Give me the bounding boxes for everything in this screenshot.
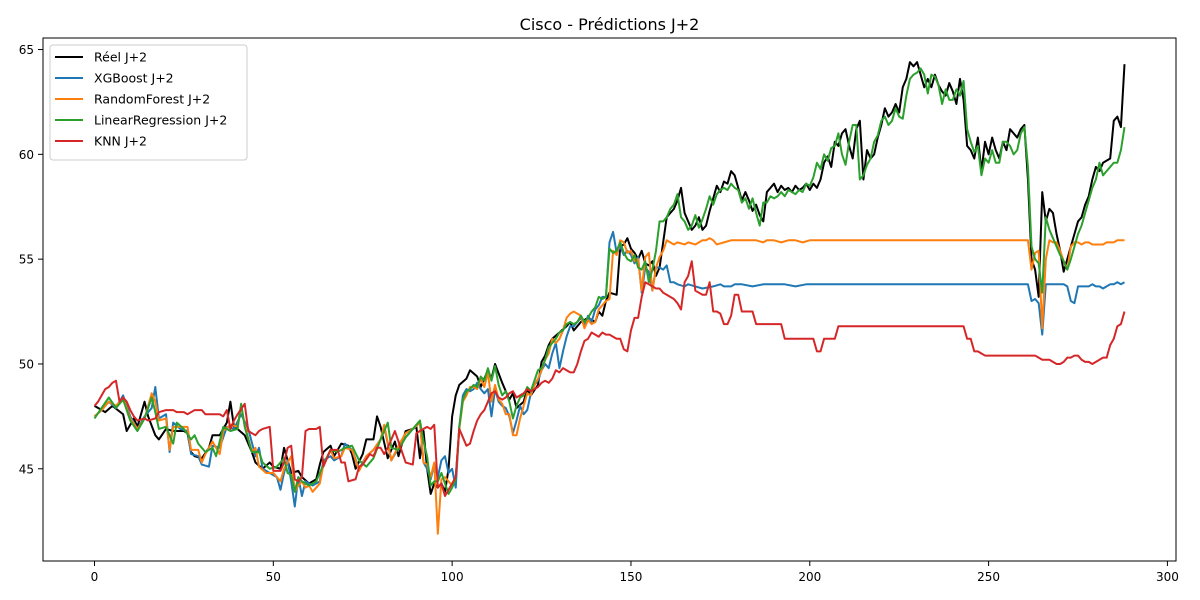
x-tick-label: 50	[266, 570, 281, 584]
series-layer	[93, 61, 1126, 535]
x-tick-label: 0	[91, 570, 99, 584]
x-axis: 0 50 100 150 200 250 300	[91, 561, 1179, 584]
series-line-4	[93, 260, 1126, 498]
x-tick-label: 300	[1156, 570, 1179, 584]
y-tick-label: 45	[19, 462, 34, 476]
y-axis: 45 50 55 60 65	[19, 43, 43, 476]
legend-label: Réel J+2	[94, 50, 147, 65]
series-line-1	[93, 230, 1126, 508]
y-tick-label: 55	[19, 253, 34, 267]
legend-label: KNN J+2	[94, 134, 147, 149]
y-tick-label: 50	[19, 357, 34, 371]
x-tick-label: 200	[798, 570, 821, 584]
series-line-2	[93, 237, 1125, 535]
legend-box	[49, 44, 248, 161]
y-tick-label: 60	[19, 148, 34, 162]
legend-label: XGBoost J+2	[94, 71, 174, 86]
x-tick-label: 150	[620, 570, 643, 584]
x-tick-label: 100	[441, 570, 464, 584]
legend: Réel J+2 XGBoost J+2 RandomForest J+2 Linea…	[49, 44, 248, 161]
legend-label: LinearRegression J+2	[94, 113, 227, 128]
series-line-3	[93, 67, 1126, 495]
plot-frame	[42, 37, 1177, 562]
legend-label: RandomForest J+2	[94, 92, 210, 107]
chart-title: Cisco - Prédictions J+2	[520, 15, 700, 34]
y-tick-label: 65	[19, 43, 34, 57]
x-tick-label: 250	[977, 570, 1000, 584]
